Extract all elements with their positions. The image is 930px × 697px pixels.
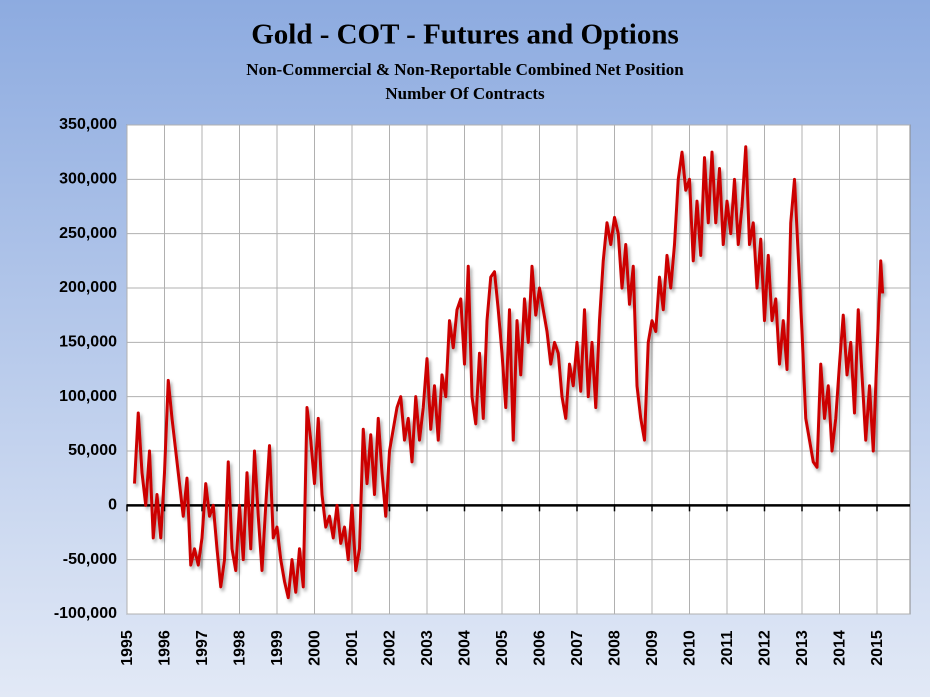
x-tick-label: 1997 (194, 630, 211, 666)
x-tick-label: 2006 (532, 630, 549, 666)
x-tick-label: 1998 (232, 630, 249, 666)
y-tick-label: -100,000 (54, 605, 117, 622)
y-tick-label: 100,000 (59, 388, 117, 405)
chart-subtitle: Non-Commercial & Non-Reportable Combined… (246, 60, 684, 79)
x-tick-label: 1995 (119, 630, 136, 666)
y-tick-label: 250,000 (59, 225, 117, 242)
y-tick-label: -50,000 (63, 551, 117, 568)
x-tick-label: 2004 (457, 630, 474, 666)
x-tick-label: 2012 (757, 630, 774, 666)
x-tick-label: 2013 (794, 630, 811, 666)
x-tick-label: 2009 (644, 630, 661, 666)
marks (133, 145, 885, 600)
y-tick-label: 300,000 (59, 171, 117, 188)
data-line (133, 145, 885, 600)
y-tick-label: 200,000 (59, 279, 117, 296)
x-tick-label: 2007 (569, 630, 586, 666)
x-tick-label: 1999 (269, 630, 286, 666)
x-tick-label: 2005 (494, 630, 511, 666)
x-tick-label: 2003 (419, 630, 436, 666)
x-tick-label: 1996 (157, 630, 174, 666)
tick-labels: -100,000 -50,000 0 50,000 100,000 150,000 200,… (54, 116, 886, 666)
chart-subtitle: Number Of Contracts (385, 84, 545, 103)
x-tick-label: 2015 (869, 630, 886, 666)
chart-title: Gold - COT - Futures and Options (251, 19, 679, 51)
x-tick-label: 2010 (682, 630, 699, 666)
plot-area (126, 124, 911, 615)
x-tick-label: 2011 (719, 631, 736, 666)
x-tick-label: 2001 (344, 630, 361, 666)
x-tick-label: 2008 (607, 630, 624, 666)
y-tick-label: 350,000 (59, 116, 117, 133)
y-tick-label: 50,000 (68, 442, 117, 459)
x-tick-label: 2000 (307, 630, 324, 666)
x-tick-label: 2002 (382, 630, 399, 666)
y-tick-label: 150,000 (59, 334, 117, 351)
y-tick-label: 0 (108, 497, 117, 514)
x-tick-label: 2014 (832, 630, 849, 666)
